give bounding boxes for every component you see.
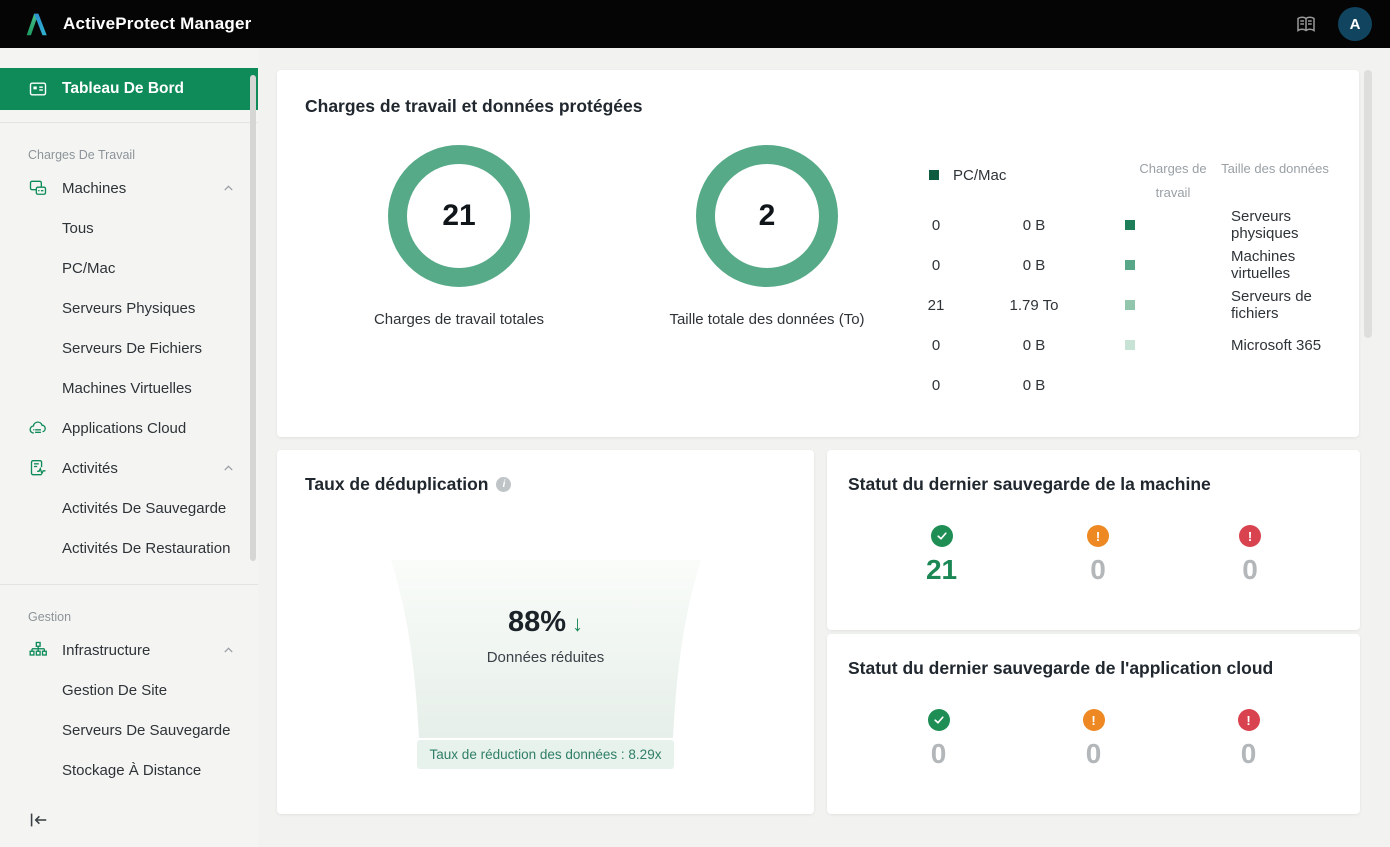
sidebar-item-serveurs-physiques[interactable]: Serveurs Physiques <box>62 299 196 317</box>
machine-status-title: Statut du dernier sauvegarde de la machi… <box>848 474 1211 494</box>
donut-total-workloads: 21 Charges de travail totales <box>339 145 579 405</box>
sidebar-item-activites[interactable]: Activités <box>0 448 258 488</box>
warning-icon: ! <box>1082 709 1105 731</box>
sidebar-item-applications-cloud[interactable]: Applications Cloud <box>0 408 258 448</box>
status-success: 0 <box>927 709 950 770</box>
sidebar: Tableau De Bord Charges De Travail Machi… <box>0 48 258 847</box>
donut-label: Charges de travail totales <box>373 311 545 328</box>
status-count: 0 <box>1090 554 1106 585</box>
donut-label: Taille totale des données (To) <box>669 311 865 328</box>
legend-color-swatch <box>1125 340 1135 351</box>
dashboard-icon <box>29 82 47 96</box>
sidebar-group-title: Charges De Travail <box>28 148 135 162</box>
dedup-card: Taux de déduplication i <box>277 450 814 814</box>
info-icon[interactable]: i <box>496 477 512 492</box>
legend-color-swatch <box>1125 260 1135 271</box>
sidebar-group-title: Gestion <box>28 610 72 624</box>
cloud-backup-status-card: Statut du dernier sauvegarde de l'applic… <box>827 634 1360 814</box>
machines-icon <box>29 180 47 195</box>
chevron-up-icon[interactable] <box>221 643 236 658</box>
sidebar-item-label: Tableau De Bord <box>62 80 185 97</box>
workloads-table: Charges de travail Taille des données PC… <box>928 145 1329 405</box>
dedup-reduced-label: Données réduites <box>486 649 605 666</box>
donut-ring: 21 <box>388 145 530 287</box>
column-header-data-size: Taille des données <box>1221 161 1329 176</box>
error-icon: ! <box>1237 709 1260 731</box>
warning-icon: ! <box>1087 525 1110 547</box>
page-scrollbar[interactable] <box>1364 70 1372 338</box>
sidebar-item-gestion-de-site[interactable]: Gestion De Site <box>62 681 168 699</box>
donut-ring: 2 <box>696 145 838 287</box>
status-count: 0 <box>1240 738 1257 769</box>
collapse-left-icon <box>30 813 47 827</box>
chevron-up-icon[interactable] <box>221 461 236 476</box>
sidebar-scrollbar[interactable] <box>250 75 256 561</box>
sidebar-item-machines-virtuelles[interactable]: Machines Virtuelles <box>62 379 192 397</box>
workloads-card: Charges de travail et données protégées … <box>277 70 1359 437</box>
user-avatar[interactable]: A <box>1338 7 1372 41</box>
reduction-ratio-badge: Taux de réduction des données : 8.29x <box>416 740 675 769</box>
machine-backup-status-card: Statut du dernier sauvegarde de la machi… <box>827 450 1360 630</box>
infrastructure-icon <box>29 641 47 656</box>
error-icon: ! <box>1239 525 1261 547</box>
sidebar-item-activites-de-restauration[interactable]: Activités De Restauration <box>62 539 231 557</box>
sidebar-collapse-button[interactable] <box>26 809 50 831</box>
main-content: Charges de travail et données protégées … <box>258 48 1390 847</box>
sidebar-item-infrastructure[interactable]: Infrastructure <box>0 630 258 670</box>
cloud-status-title: Statut du dernier sauvegarde de l'applic… <box>848 658 1274 678</box>
donut-value: 2 <box>758 199 776 232</box>
sidebar-item-label: Applications Cloud <box>62 419 187 437</box>
status-success: 21 <box>926 525 957 586</box>
column-header-workloads: Charges de travail <box>1139 161 1207 201</box>
sidebar-item-activites-de-sauvegarde[interactable]: Activités De Sauvegarde <box>62 499 227 517</box>
status-count: 21 <box>925 554 958 585</box>
status-count: 0 <box>1085 738 1102 769</box>
sidebar-item-dashboard[interactable]: Tableau De Bord <box>0 68 258 110</box>
topbar: ActiveProtect Manager A <box>0 0 1390 48</box>
donut-total-data-size: 2 Taille totale des données (To) <box>647 145 887 405</box>
legend-color-swatch <box>1125 220 1135 231</box>
sidebar-item-tous[interactable]: Tous <box>62 219 94 237</box>
dedup-card-title: Taux de déduplication <box>305 474 489 494</box>
divider <box>0 122 258 123</box>
sidebar-item-label: Machines <box>62 179 127 197</box>
status-error: ! 0 <box>1239 525 1261 586</box>
status-warning: ! 0 <box>1082 709 1105 770</box>
sidebar-item-serveurs-de-fichiers[interactable]: Serveurs De Fichiers <box>62 339 203 357</box>
legend-color-swatch <box>929 170 939 181</box>
activities-icon <box>30 460 46 476</box>
status-count: 0 <box>930 738 947 769</box>
app-logo-icon <box>26 13 47 36</box>
brand: ActiveProtect Manager <box>22 10 251 38</box>
sidebar-item-stockage-a-distance[interactable]: Stockage À Distance <box>62 761 202 779</box>
app-title: ActiveProtect Manager <box>63 14 252 33</box>
avatar-letter: A <box>1349 15 1361 33</box>
workloads-card-title: Charges de travail et données protégées <box>305 96 643 116</box>
success-check-icon <box>927 709 950 731</box>
sidebar-item-serveurs-de-sauvegarde[interactable]: Serveurs De Sauvegarde <box>62 721 231 739</box>
success-check-icon <box>930 525 953 547</box>
sidebar-item-label: Infrastructure <box>62 641 151 659</box>
funnel-shape <box>390 560 701 743</box>
down-arrow-icon: ↓ <box>572 611 584 636</box>
donut-value: 21 <box>442 199 476 232</box>
status-count: 0 <box>1242 554 1258 585</box>
status-error: ! 0 <box>1237 709 1260 770</box>
docs-book-icon[interactable] <box>1294 13 1318 35</box>
dedup-percent: 88% <box>507 606 567 638</box>
status-warning: ! 0 <box>1087 525 1110 586</box>
divider <box>0 584 258 585</box>
sidebar-item-machines[interactable]: Machines <box>0 168 258 208</box>
sidebar-item-pc-mac[interactable]: PC/Mac <box>62 259 116 277</box>
cloud-apps-icon <box>29 421 46 434</box>
legend-color-swatch <box>1125 300 1135 311</box>
sidebar-item-label: Activités <box>62 459 118 477</box>
chevron-up-icon[interactable] <box>221 181 236 196</box>
